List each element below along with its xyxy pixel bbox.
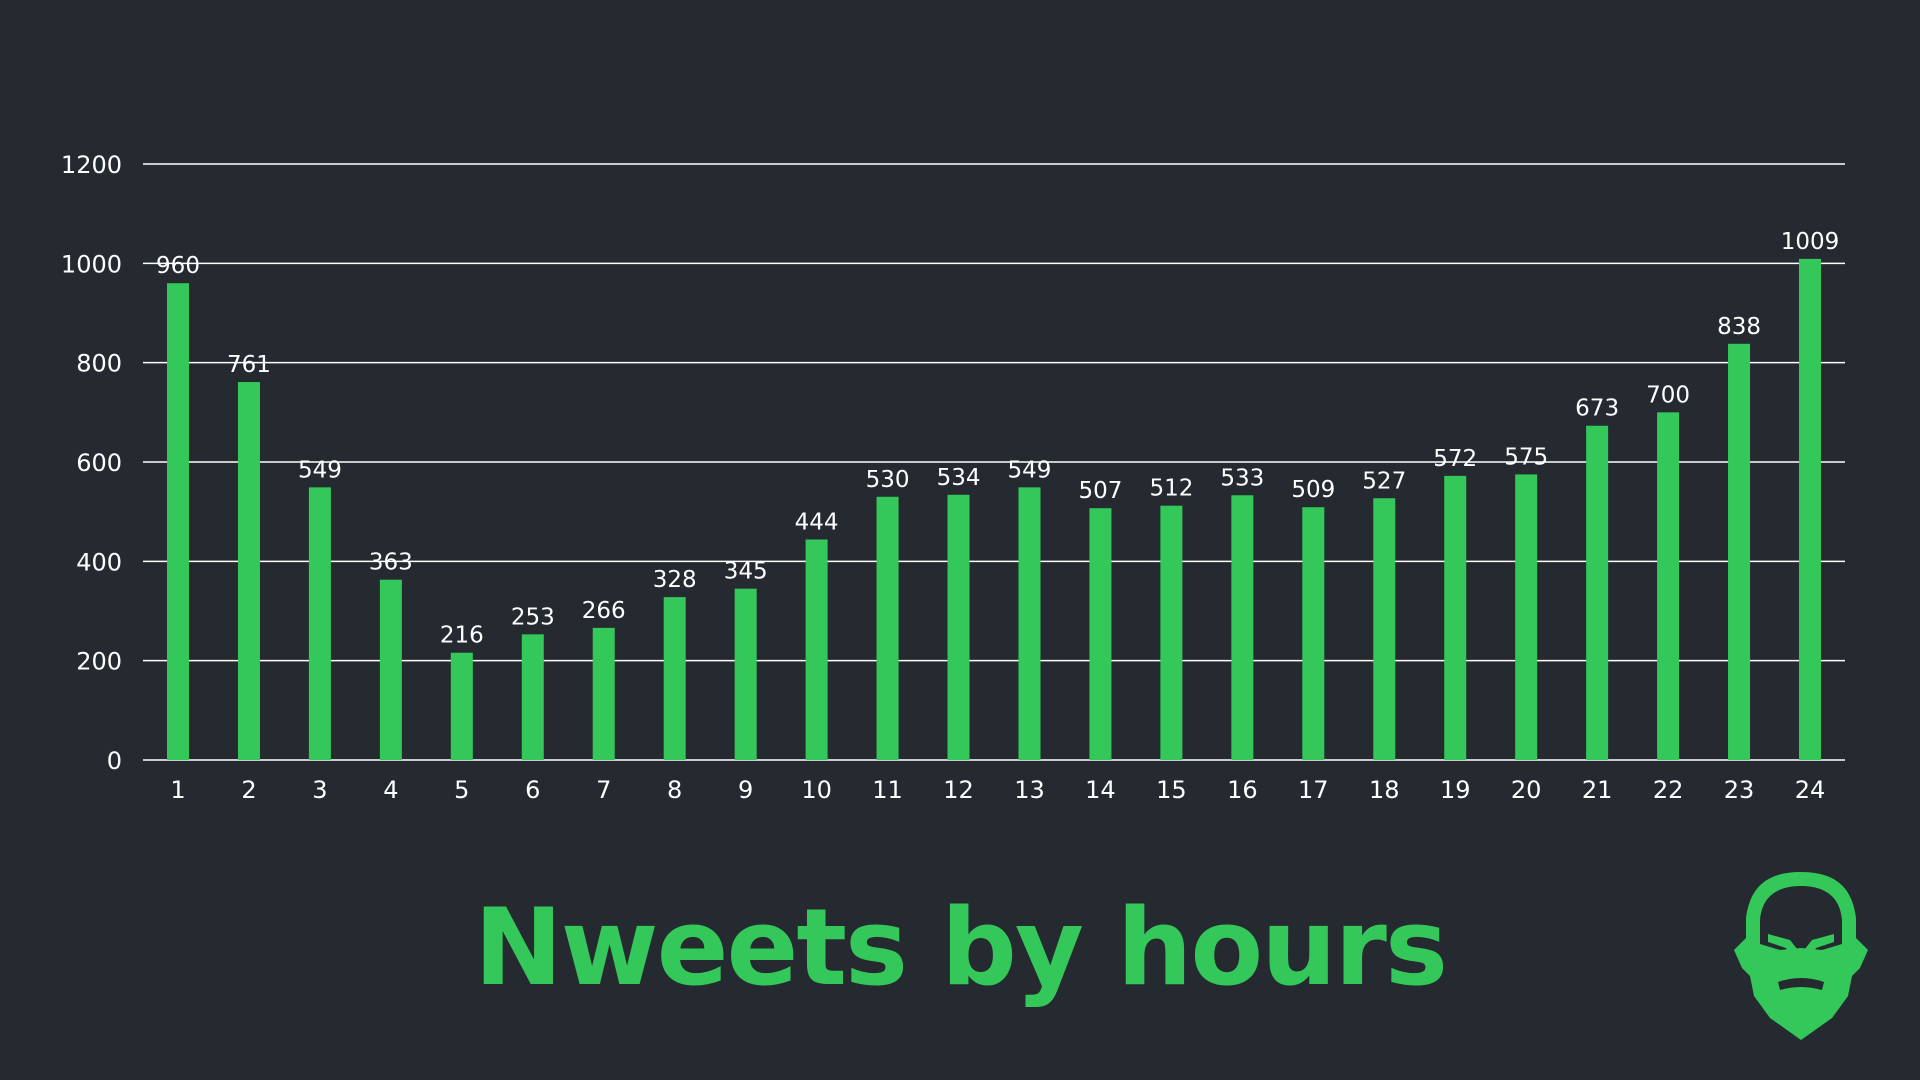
bar <box>308 487 331 760</box>
bar <box>450 652 473 760</box>
data-label: 530 <box>866 467 910 493</box>
data-label: 253 <box>511 604 555 630</box>
data-label: 363 <box>369 550 413 576</box>
x-tick-label: 16 <box>1227 776 1258 804</box>
data-labels: 960 761 549 363 216 253 266 328 345 444 530 534 549 5… <box>156 229 1839 649</box>
y-tick-label: 1000 <box>61 250 122 278</box>
x-tick-label: 10 <box>801 776 832 804</box>
x-tick-label: 14 <box>1085 776 1116 804</box>
data-label: 345 <box>724 559 768 585</box>
x-tick-label: 2 <box>241 776 256 804</box>
bar <box>237 382 260 760</box>
bar <box>1231 495 1254 760</box>
data-label: 1009 <box>1781 229 1840 255</box>
bar <box>592 627 615 760</box>
y-tick-label: 0 <box>107 747 122 775</box>
bar <box>521 634 544 760</box>
bar <box>1089 508 1112 760</box>
bar <box>1515 474 1538 760</box>
y-axis-ticks: 0 200 400 600 800 1000 1200 <box>61 151 122 775</box>
data-label: 507 <box>1078 478 1122 504</box>
bar <box>1799 258 1821 760</box>
x-tick-label: 1 <box>170 776 185 804</box>
data-label: 549 <box>1008 457 1052 483</box>
x-tick-label: 18 <box>1369 776 1400 804</box>
x-tick-label: 11 <box>872 776 903 804</box>
x-tick-label: 15 <box>1156 776 1187 804</box>
bar <box>1302 507 1325 760</box>
x-tick-label: 23 <box>1724 776 1755 804</box>
data-label: 328 <box>653 567 697 593</box>
x-tick-label: 21 <box>1582 776 1613 804</box>
data-label: 534 <box>937 465 981 491</box>
x-tick-label: 19 <box>1440 776 1471 804</box>
x-tick-label: 9 <box>738 776 753 804</box>
data-label: 673 <box>1575 396 1619 422</box>
bar <box>1657 412 1680 760</box>
data-label: 266 <box>582 598 626 624</box>
x-tick-label: 3 <box>312 776 327 804</box>
y-tick-label: 1200 <box>61 151 122 179</box>
bars <box>167 258 1821 760</box>
y-tick-label: 200 <box>76 648 122 676</box>
x-tick-label: 22 <box>1653 776 1684 804</box>
data-label: 700 <box>1646 382 1690 408</box>
data-label: 512 <box>1149 476 1193 502</box>
x-tick-label: 4 <box>383 776 398 804</box>
data-label: 838 <box>1717 314 1761 340</box>
bar <box>663 597 686 760</box>
x-tick-label: 17 <box>1298 776 1329 804</box>
bar <box>1444 475 1467 760</box>
y-tick-label: 400 <box>76 548 122 576</box>
x-tick-label: 6 <box>525 776 540 804</box>
chart-title: Nweets by hours <box>473 886 1448 1009</box>
y-tick-label: 800 <box>76 350 122 378</box>
x-tick-label: 24 <box>1795 776 1826 804</box>
bar <box>1373 498 1396 760</box>
data-label: 960 <box>156 253 200 279</box>
data-label: 444 <box>795 509 839 535</box>
data-label: 216 <box>440 623 484 649</box>
bar <box>1586 425 1609 760</box>
bar <box>379 579 402 760</box>
x-tick-label: 20 <box>1511 776 1542 804</box>
data-label: 533 <box>1220 465 1264 491</box>
bar <box>734 588 757 760</box>
bar <box>167 283 189 760</box>
x-tick-label: 13 <box>1014 776 1045 804</box>
x-tick-label: 12 <box>943 776 974 804</box>
data-label: 761 <box>227 352 271 378</box>
data-label: 575 <box>1504 444 1548 470</box>
x-axis-ticks: 1 2 3 4 5 6 7 8 9 10 11 12 13 14 15 16 17 18 19 20 21 22 23 24 <box>170 776 1825 804</box>
bar <box>1728 343 1751 760</box>
bearded-face-logo-icon <box>1734 872 1868 1040</box>
x-tick-label: 5 <box>454 776 469 804</box>
bar <box>1018 487 1041 760</box>
data-label: 549 <box>298 457 342 483</box>
bar <box>876 496 899 760</box>
x-tick-label: 8 <box>667 776 682 804</box>
data-label: 509 <box>1291 477 1335 503</box>
gridlines <box>143 163 1845 761</box>
bar <box>1160 505 1183 760</box>
bar <box>805 539 828 760</box>
bar <box>947 494 970 760</box>
data-label: 572 <box>1433 446 1477 472</box>
x-tick-label: 7 <box>596 776 611 804</box>
y-tick-label: 600 <box>76 449 122 477</box>
data-label: 527 <box>1362 468 1406 494</box>
